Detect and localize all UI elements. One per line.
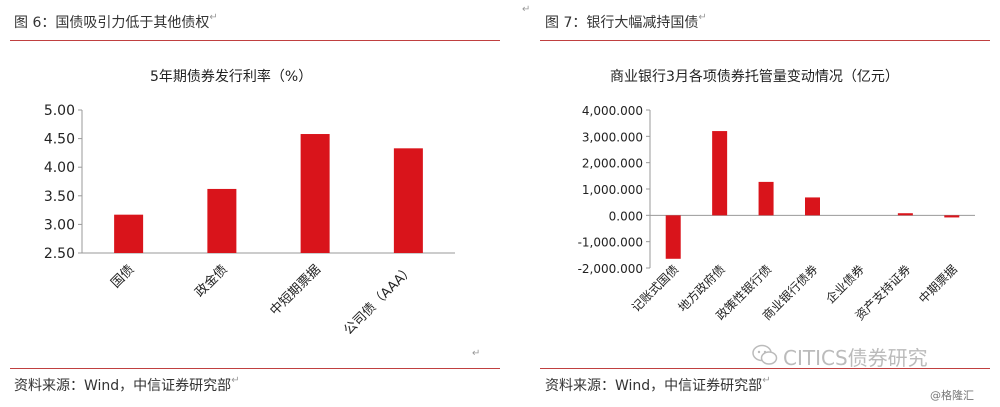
- caption-rule: [10, 40, 500, 41]
- y-tick-label: 0.000: [609, 209, 643, 223]
- chart-1-source-text: 资料来源：Wind，中信证券研究部: [14, 378, 232, 394]
- figure-6-caption-text: 图 6：国债吸引力低于其他债权: [14, 15, 210, 31]
- watermark-brand: CITICS债券研究: [783, 346, 928, 370]
- figure-7-caption: 图 7：银行大幅减持国债 ↵: [545, 12, 707, 32]
- bar: [114, 214, 144, 253]
- chart-2-bank-bond-holdings-change: -2,000.000 -1,000.000 0.000 1,000.000 2,000.…: [578, 104, 975, 323]
- bar: [944, 215, 960, 218]
- wechat-icon: [752, 344, 778, 365]
- x-tick-label: 企业债券: [822, 262, 867, 307]
- y-tick-label: 1,000.000: [582, 183, 643, 197]
- bar: [665, 215, 681, 259]
- right-figure-panel: 图 7：银行大幅减持国债 ↵ 商业银行3月各项债券托管量变动情况（亿元） -2,0…: [535, 0, 1000, 407]
- bar: [805, 197, 820, 216]
- chart-2-title: 商业银行3月各项债券托管量变动情况（亿元）: [610, 69, 899, 85]
- x-tick-label: 中短期票据: [267, 262, 324, 319]
- y-tick-label: 4,000.000: [582, 104, 643, 118]
- y-tick-label: 5.00: [44, 103, 75, 119]
- bar: [300, 134, 330, 253]
- paragraph-mark: ↵: [698, 12, 707, 23]
- x-tick-label: 中期票据: [915, 262, 960, 307]
- figure-7-caption-text: 图 7：银行大幅减持国债: [545, 15, 699, 31]
- y-tick-label: 3,000.000: [582, 130, 643, 144]
- y-tick-label: -2,000.000: [578, 262, 643, 276]
- left-figure-panel: 图 6：国债吸引力低于其他债权 ↵ 5年期债券发行利率（%） 2.50 3.00 3.…: [10, 12, 500, 395]
- y-tick-label: 2.50: [44, 246, 75, 262]
- chart-1-bond-issuance-rates: 2.50 3.00 3.50 4.00 4.50 5.00 国债 政金债 中短期票据 公司债（AA…: [44, 103, 455, 338]
- chart-1-source: 资料来源：Wind，中信证券研究部 ↵: [14, 375, 240, 395]
- chart-2-source: 资料来源：Wind，中信证券研究部 ↵: [545, 375, 771, 395]
- source-rule: [10, 368, 500, 369]
- paragraph-mark: ↵: [762, 375, 771, 386]
- chart-2-source-text: 资料来源：Wind，中信证券研究部: [545, 378, 763, 394]
- paragraph-mark: ↵: [472, 348, 481, 359]
- bar: [897, 213, 913, 216]
- x-tick-label: 国债: [108, 262, 137, 291]
- paragraph-mark: ↵: [522, 4, 531, 15]
- y-tick-label: 4.50: [44, 132, 75, 148]
- y-tick-label: 3.50: [44, 189, 75, 205]
- source-rule: [540, 368, 990, 369]
- bar: [393, 148, 423, 253]
- figure-6-caption: 图 6：国债吸引力低于其他债权 ↵: [14, 12, 218, 32]
- bar: [758, 181, 774, 216]
- x-tick-label: 公司债（AAA）: [341, 262, 417, 338]
- watermark-credit: @格隆汇: [930, 389, 974, 402]
- chart-1-title: 5年期债券发行利率（%）: [150, 69, 313, 85]
- y-tick-label: 3.00: [44, 217, 75, 233]
- y-tick-label: 2,000.000: [582, 157, 643, 171]
- paragraph-mark: ↵: [231, 375, 240, 386]
- caption-rule: [540, 40, 990, 41]
- y-tick-label: -1,000.000: [578, 236, 643, 250]
- x-tick-label: 政金债: [192, 262, 231, 301]
- y-tick-label: 4.00: [44, 160, 75, 176]
- bar: [207, 188, 237, 253]
- bar: [712, 131, 728, 216]
- paragraph-mark: ↵: [209, 12, 218, 23]
